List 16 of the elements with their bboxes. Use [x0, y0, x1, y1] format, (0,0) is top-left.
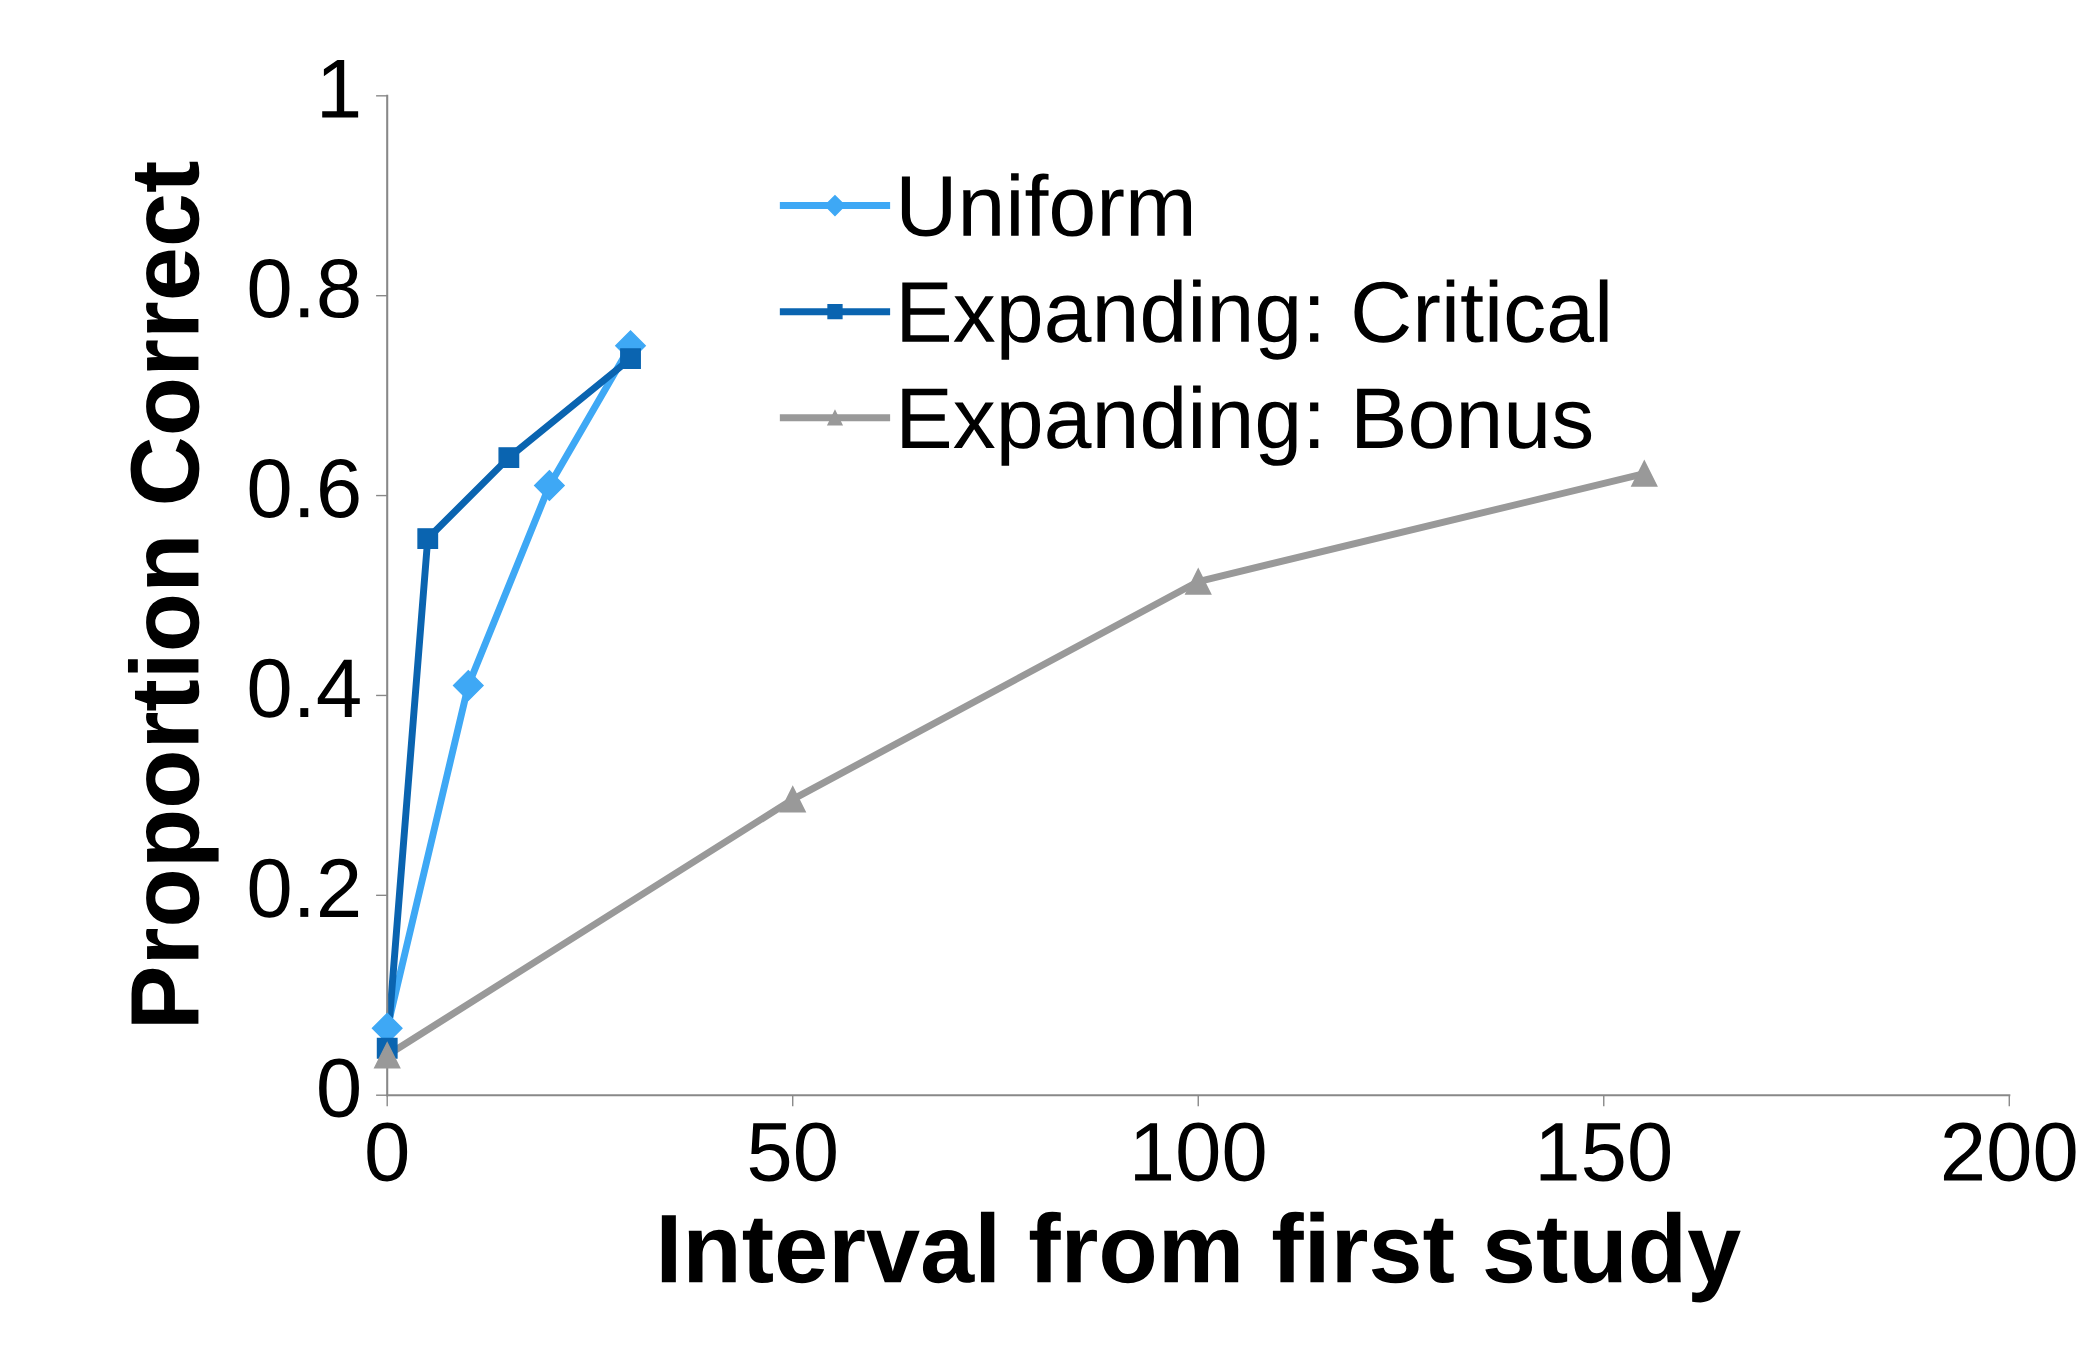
- y-tick-label: 1: [322, 60, 359, 118]
- y-axis-title: Proportion Correct: [127, 161, 219, 1024]
- y-tick-label: 0.2: [249, 858, 359, 918]
- legend-label: Expanding: Bonus: [902, 385, 1592, 466]
- x-tick-label: 200: [1943, 1122, 2076, 1182]
- y-tick-label: 0.4: [249, 658, 360, 718]
- x-axis-title: Interval from first study: [661, 1211, 1741, 1303]
- legend-label: Uniform: [901, 173, 1192, 237]
- x-tick-label: 50: [749, 1122, 836, 1182]
- x-tick-label: 100: [1135, 1122, 1265, 1182]
- y-tick-label: 0.8: [249, 259, 359, 319]
- y-tick-label: 0: [319, 1058, 359, 1118]
- x-tick-label: 150: [1540, 1122, 1671, 1182]
- y-tick-label: 0.6: [249, 458, 359, 518]
- legend-label: Expanding: Critical: [902, 279, 1608, 360]
- x-tick-label: 0: [367, 1122, 408, 1182]
